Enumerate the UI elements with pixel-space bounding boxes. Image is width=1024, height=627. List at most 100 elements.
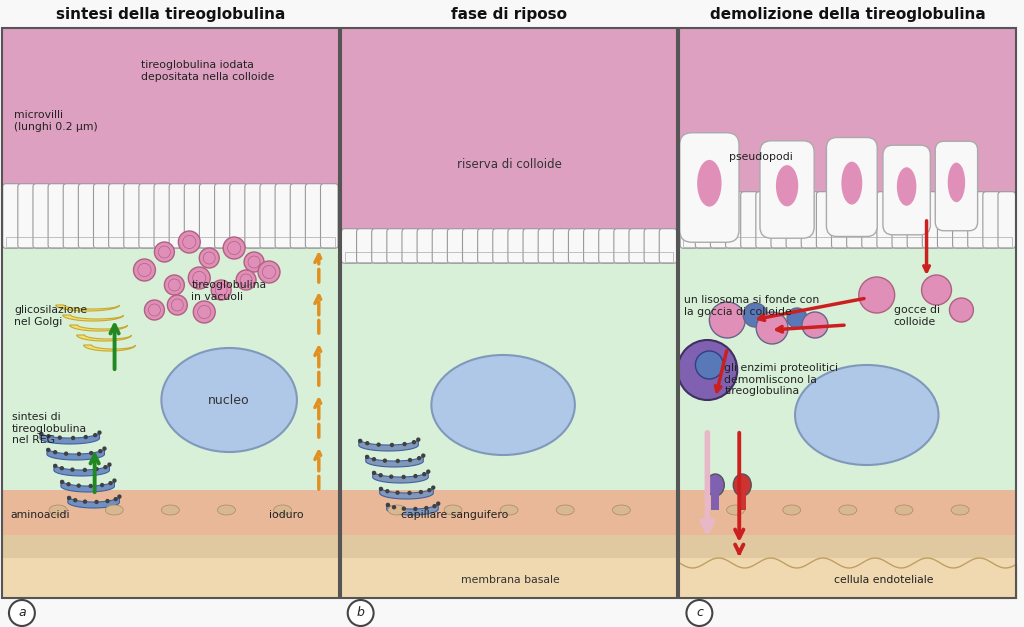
Circle shape bbox=[408, 491, 412, 495]
Circle shape bbox=[114, 497, 118, 502]
Circle shape bbox=[408, 458, 413, 462]
FancyBboxPatch shape bbox=[275, 184, 293, 248]
FancyBboxPatch shape bbox=[883, 145, 931, 234]
FancyBboxPatch shape bbox=[968, 192, 985, 248]
Bar bbox=[345, 252, 674, 262]
Circle shape bbox=[188, 267, 210, 289]
Bar bbox=[341, 490, 678, 535]
Bar bbox=[2, 535, 339, 558]
Polygon shape bbox=[358, 440, 418, 451]
Circle shape bbox=[756, 312, 788, 344]
FancyBboxPatch shape bbox=[629, 229, 646, 263]
Bar bbox=[341, 230, 678, 490]
FancyBboxPatch shape bbox=[154, 184, 172, 248]
Circle shape bbox=[383, 458, 387, 463]
FancyBboxPatch shape bbox=[33, 184, 50, 248]
FancyBboxPatch shape bbox=[952, 192, 970, 248]
Ellipse shape bbox=[431, 355, 574, 455]
Bar bbox=[2, 558, 339, 598]
FancyBboxPatch shape bbox=[756, 192, 773, 248]
Text: gli enzimi proteolitici
demomliscono la
tireoglobulina: gli enzimi proteolitici demomliscono la … bbox=[724, 363, 839, 396]
FancyBboxPatch shape bbox=[477, 229, 496, 263]
Text: glicosilazione
nel Golgi: glicosilazione nel Golgi bbox=[14, 305, 87, 327]
Polygon shape bbox=[62, 315, 124, 321]
Ellipse shape bbox=[782, 505, 801, 515]
Bar bbox=[2, 490, 339, 535]
Circle shape bbox=[93, 433, 97, 438]
Circle shape bbox=[53, 464, 57, 468]
Polygon shape bbox=[47, 448, 104, 460]
FancyBboxPatch shape bbox=[432, 229, 450, 263]
Ellipse shape bbox=[948, 162, 966, 202]
Polygon shape bbox=[387, 503, 438, 515]
FancyBboxPatch shape bbox=[892, 192, 909, 248]
Circle shape bbox=[395, 459, 400, 463]
Text: capillare sanguifero: capillare sanguifero bbox=[400, 510, 508, 520]
Circle shape bbox=[427, 488, 431, 492]
Circle shape bbox=[417, 456, 421, 460]
Bar bbox=[2, 598, 339, 627]
Ellipse shape bbox=[951, 505, 969, 515]
Bar bbox=[0, 0, 1020, 28]
Circle shape bbox=[385, 489, 389, 493]
Circle shape bbox=[414, 507, 418, 511]
Circle shape bbox=[94, 467, 99, 472]
FancyBboxPatch shape bbox=[3, 184, 20, 248]
Circle shape bbox=[109, 481, 113, 485]
Bar bbox=[680, 490, 1016, 535]
Circle shape bbox=[167, 295, 187, 315]
FancyBboxPatch shape bbox=[17, 184, 36, 248]
FancyBboxPatch shape bbox=[826, 137, 878, 236]
FancyBboxPatch shape bbox=[79, 184, 96, 248]
Circle shape bbox=[98, 449, 102, 453]
Bar bbox=[341, 535, 678, 558]
Ellipse shape bbox=[105, 505, 123, 515]
Circle shape bbox=[100, 483, 104, 487]
FancyBboxPatch shape bbox=[816, 192, 834, 248]
FancyBboxPatch shape bbox=[568, 229, 586, 263]
Circle shape bbox=[144, 300, 165, 320]
FancyBboxPatch shape bbox=[983, 192, 1000, 248]
FancyBboxPatch shape bbox=[847, 192, 864, 248]
Circle shape bbox=[57, 436, 62, 440]
FancyBboxPatch shape bbox=[109, 184, 126, 248]
FancyBboxPatch shape bbox=[493, 229, 510, 263]
Bar bbox=[6, 237, 335, 247]
Bar bbox=[2, 28, 339, 230]
FancyBboxPatch shape bbox=[341, 229, 359, 263]
Circle shape bbox=[83, 500, 87, 504]
FancyBboxPatch shape bbox=[711, 192, 728, 248]
FancyBboxPatch shape bbox=[215, 184, 232, 248]
FancyBboxPatch shape bbox=[680, 133, 739, 242]
Bar bbox=[680, 558, 1016, 598]
Circle shape bbox=[97, 430, 101, 435]
Text: un lisosoma si fonde con
la goccia di colloide: un lisosoma si fonde con la goccia di co… bbox=[684, 295, 819, 317]
Bar bbox=[680, 598, 1016, 627]
FancyBboxPatch shape bbox=[229, 184, 247, 248]
Bar bbox=[738, 485, 746, 510]
Circle shape bbox=[88, 484, 93, 488]
FancyBboxPatch shape bbox=[862, 192, 880, 248]
Polygon shape bbox=[55, 305, 120, 311]
Ellipse shape bbox=[217, 505, 236, 515]
Bar bbox=[2, 230, 339, 490]
Text: sintesi di
tireoglobulina
nel REG: sintesi di tireoglobulina nel REG bbox=[12, 412, 87, 445]
Circle shape bbox=[46, 448, 50, 452]
Text: pseudopodi: pseudopodi bbox=[729, 152, 793, 162]
Polygon shape bbox=[380, 488, 433, 499]
Text: fase di riposo: fase di riposo bbox=[452, 8, 567, 23]
FancyBboxPatch shape bbox=[680, 192, 697, 248]
Ellipse shape bbox=[500, 505, 518, 515]
Circle shape bbox=[436, 502, 440, 506]
Circle shape bbox=[348, 600, 374, 626]
Ellipse shape bbox=[388, 505, 406, 515]
Ellipse shape bbox=[727, 505, 744, 515]
Polygon shape bbox=[70, 325, 128, 331]
Bar bbox=[680, 28, 1016, 598]
Circle shape bbox=[71, 468, 75, 472]
Circle shape bbox=[53, 450, 57, 455]
Circle shape bbox=[358, 439, 362, 443]
FancyBboxPatch shape bbox=[771, 192, 788, 248]
Circle shape bbox=[395, 490, 399, 495]
Circle shape bbox=[46, 434, 50, 438]
